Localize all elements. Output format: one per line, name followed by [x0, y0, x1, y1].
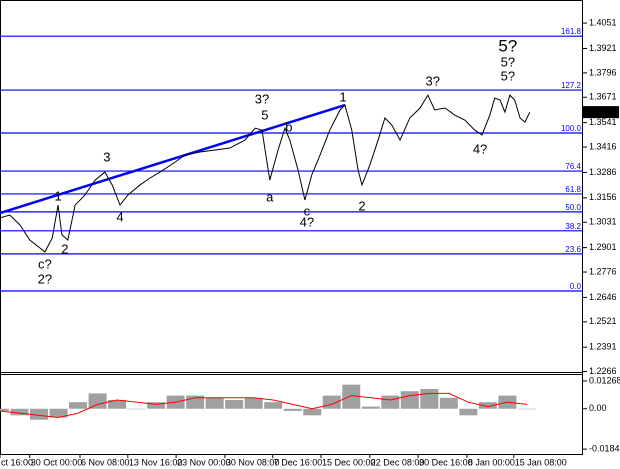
y-tick-label: 1.4051	[589, 17, 617, 27]
wave-label: b	[285, 120, 292, 135]
y-tick-label: 1.3796	[589, 67, 617, 77]
y-tick-label: 1.2521	[589, 316, 617, 326]
histogram-bar	[69, 402, 88, 409]
wave-label: 3?	[255, 91, 269, 106]
x-tick-label: 15 Dec 00:00	[322, 457, 376, 467]
histogram-bar	[244, 397, 263, 409]
y-tick-label: 0.01268	[589, 375, 620, 385]
wave-label: 3	[103, 149, 110, 164]
histogram-bar	[0, 408, 9, 411]
fib-level-label: 100.0	[561, 124, 582, 133]
x-tick-label: 23 Nov 00:00	[177, 457, 231, 467]
fib-level-label: 61.8	[565, 185, 581, 194]
histogram-bar	[283, 408, 302, 411]
y-tick-label: 1.3541	[589, 117, 617, 127]
x-tick-label: 30 Dec 16:00	[419, 457, 473, 467]
y-tick-label: 1.3921	[589, 43, 617, 53]
plot-frame	[0, 0, 583, 455]
wave-label: 5?	[501, 68, 515, 83]
histogram-bar	[342, 384, 361, 409]
histogram-bar	[400, 391, 419, 409]
histogram-bar	[127, 408, 146, 410]
x-tick-label: 13 Nov 16:00	[129, 457, 183, 467]
wave-label: c	[304, 204, 311, 219]
wave-label: 2	[358, 198, 365, 213]
histogram-bar	[108, 399, 127, 409]
histogram-bar	[49, 408, 68, 418]
histogram-bar	[420, 389, 439, 409]
histogram-bar	[225, 399, 244, 409]
histogram-bar	[264, 402, 283, 409]
y-tick-label: 1.2901	[589, 242, 617, 252]
wave-label: 4?	[300, 214, 314, 229]
last-price-label: 1.3595	[586, 106, 614, 116]
last-price-box	[583, 106, 619, 119]
fib-level-label: 38.2	[565, 222, 581, 231]
wave-label: 4?	[473, 141, 487, 156]
y-tick-label: 1.3286	[589, 167, 617, 177]
x-tick-label: ct 16:00	[1, 457, 33, 467]
x-tick-label: 30 Nov 08:00	[226, 457, 280, 467]
x-tick-label: 30 Oct 00:00	[31, 457, 83, 467]
x-tick-label: 15 Jan 08:00	[515, 457, 567, 467]
histogram-bar	[30, 408, 49, 420]
y-tick-label: 1.3671	[589, 92, 617, 102]
wave-label: 5	[261, 107, 268, 122]
fib-level-label: 23.6	[565, 245, 581, 254]
x-tick-label: 6 Nov 08:00	[81, 457, 130, 467]
y-tick-label: 1.2776	[589, 266, 617, 276]
fib-level-label: 161.8	[561, 27, 582, 36]
histogram-bar	[303, 408, 322, 416]
y-tick-label: 1.2646	[589, 292, 617, 302]
y-tick-label: -0.01841	[589, 443, 620, 453]
histogram-bar	[517, 408, 536, 410]
histogram-bar	[381, 395, 400, 409]
histogram-bar	[361, 406, 380, 409]
trend-line	[0, 103, 346, 215]
histogram-bar	[439, 397, 458, 409]
wave-label: 1	[54, 188, 61, 203]
x-tick-label: 8 Jan 00:00	[468, 457, 515, 467]
wave-label: c?	[38, 256, 52, 271]
wave-label: 5?	[501, 55, 515, 70]
y-tick-label: 1.3031	[589, 217, 617, 227]
histogram-bar	[205, 397, 224, 409]
y-tick-label: 1.3156	[589, 192, 617, 202]
histogram-bar	[88, 393, 107, 409]
histogram-bar	[459, 408, 478, 416]
wave-label: 3?	[426, 73, 440, 88]
wave-label: 2?	[38, 271, 52, 286]
y-tick-label: 1.3416	[589, 141, 617, 151]
histogram-bar	[147, 402, 166, 409]
y-tick-label: 1.2266	[589, 366, 617, 376]
wave-label: 2	[61, 241, 68, 256]
histogram-bar	[10, 408, 29, 416]
fib-level-label: 0.0	[570, 282, 582, 291]
wave-label: 4	[116, 209, 123, 224]
wave-label: 5?	[498, 37, 517, 56]
fib-level-label: 76.4	[565, 162, 581, 171]
signal-line	[0, 392, 527, 419]
fib-level-label: 50.0	[565, 203, 581, 212]
x-tick-label: 7 Dec 16:00	[274, 457, 323, 467]
histogram-bar	[478, 402, 497, 409]
y-tick-label: 1.2391	[589, 342, 617, 352]
y-tick-label: 0.00	[589, 403, 607, 413]
wave-label: a	[266, 189, 274, 204]
wave-label: 1	[339, 90, 346, 105]
price-line	[0, 94, 531, 253]
fib-level-label: 127.2	[561, 81, 582, 90]
histogram-bar	[322, 395, 341, 409]
x-tick-label: 22 Dec 08:00	[371, 457, 425, 467]
